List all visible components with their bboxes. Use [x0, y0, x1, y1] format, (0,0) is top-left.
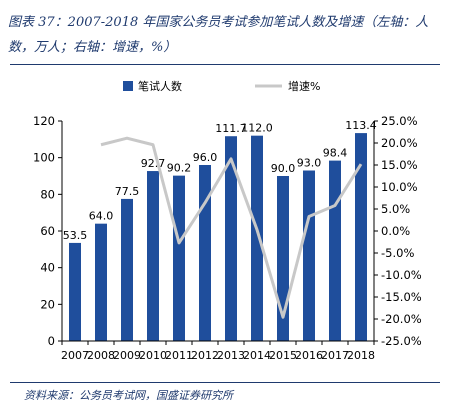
bar-2007 — [69, 242, 81, 341]
right-tick-label: 10.0% — [381, 180, 418, 194]
right-tick-label: 20.0% — [381, 136, 418, 150]
right-tick-label: 25.0% — [381, 114, 418, 128]
right-tick-label: 0.0% — [381, 224, 410, 238]
left-tick-label: 100 — [33, 151, 55, 165]
x-tick-label-2010: 2010 — [139, 349, 167, 362]
bar-label-2014: 112.0 — [241, 122, 273, 135]
left-tick-label: 20 — [40, 297, 55, 311]
bar-label-2010: 92.7 — [141, 157, 166, 170]
x-tick-label-2014: 2014 — [243, 349, 271, 362]
bar-label-2008: 64.0 — [89, 210, 114, 223]
footer-rule — [10, 382, 440, 383]
x-tick-label-2011: 2011 — [165, 349, 193, 362]
x-tick-label-2018: 2018 — [347, 349, 375, 362]
source-note: 资料来源：公务员考试网，国盛证券研究所 — [24, 389, 233, 402]
right-tick-label: -20.0% — [381, 312, 422, 326]
left-tick-label: 60 — [40, 224, 55, 238]
x-tick-label-2012: 2012 — [191, 349, 219, 362]
x-tick-label-2007: 2007 — [61, 349, 89, 362]
bar-label-2012: 96.0 — [193, 151, 218, 164]
bar-label-2016: 93.0 — [297, 157, 322, 170]
right-tick-label: -10.0% — [381, 268, 422, 282]
line-series — [100, 136, 363, 319]
right-tick-label: 5.0% — [381, 202, 410, 216]
x-tick-label-2009: 2009 — [113, 349, 141, 362]
x-tick-label-2013: 2013 — [217, 349, 245, 362]
right-tick-label: 15.0% — [381, 158, 418, 172]
bar-2013 — [225, 136, 237, 341]
x-tick-label-2016: 2016 — [295, 349, 323, 362]
right-tick-label: -25.0% — [381, 334, 422, 348]
left-tick-label: 0 — [48, 334, 55, 348]
bar-2012 — [199, 165, 211, 341]
right-tick-label: -5.0% — [381, 246, 414, 260]
x-tick-label-2015: 2015 — [269, 349, 297, 362]
bar-label-2017: 98.4 — [323, 147, 348, 160]
bar-label-2011: 90.2 — [167, 162, 192, 175]
left-tick-label: 40 — [40, 261, 55, 275]
legend: 笔试人数 增速% — [123, 79, 320, 93]
bar-2011 — [173, 175, 185, 341]
header-rule — [10, 64, 440, 65]
legend-bar-label: 笔试人数 — [138, 79, 182, 93]
bar-2017 — [329, 160, 341, 341]
x-tick-label-2008: 2008 — [87, 349, 115, 362]
bar-label-2015: 90.0 — [271, 162, 296, 175]
bar-2008 — [95, 223, 107, 341]
bar-2016 — [303, 170, 315, 341]
axes: 0 20 40 60 80 100 120 -25.0% -20.0% -15.0% -10.0% -… — [33, 114, 422, 362]
legend-bar-swatch — [123, 81, 133, 91]
bar-label-2007: 53.5 — [63, 229, 88, 242]
bar-2014 — [251, 135, 263, 341]
left-tick-label: 80 — [40, 187, 55, 201]
bar-2010 — [147, 171, 159, 341]
bar-label-2013: 111.7 — [215, 122, 247, 135]
left-tick-label: 120 — [33, 114, 55, 128]
bar-label-2009: 77.5 — [115, 185, 140, 198]
chart: 笔试人数 增速% 53.564.077.5 92.7 90.296.0 111.7112… — [33, 79, 422, 362]
chart-title: 图表 37：2007-2018 年国家公务员考试参加笔试人数及增速（左轴：人数，… — [8, 15, 429, 55]
bar-2009 — [121, 198, 133, 341]
x-tick-label-2017: 2017 — [321, 349, 349, 362]
bar-label-2018: 113.4 — [345, 119, 377, 132]
legend-line-label: 增速% — [288, 79, 320, 93]
bar-2018 — [355, 133, 367, 341]
right-tick-label: -15.0% — [381, 290, 422, 304]
